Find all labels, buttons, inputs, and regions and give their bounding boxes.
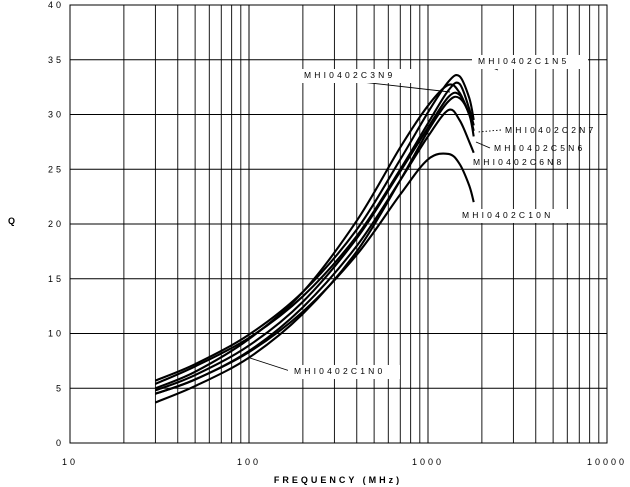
label-leader-line: [249, 357, 291, 372]
y-axis-title: Q: [8, 216, 18, 226]
y-tick-label: 35: [48, 55, 64, 65]
series-labels: MHI0402C1N5 MHI0402C3N9 MHI0402C2N7 MHI0402…: [288, 55, 596, 379]
y-tick-label: 15: [48, 274, 64, 284]
series-label: MHI0402C1N5: [478, 56, 569, 66]
series-line-mhi0402c1n0: [154, 95, 475, 404]
series-line-mhi0402c10n: [155, 152, 475, 395]
series-label: MHI0402C6N8: [473, 157, 564, 167]
label-leader-line: [475, 141, 491, 149]
series-label-background: [288, 365, 400, 379]
series-label-background: [472, 55, 588, 69]
y-tick-label: 10: [48, 329, 64, 339]
series-line-mhi0402c5n6: [155, 91, 475, 392]
series-line-mhi0402c6n8: [155, 108, 475, 395]
x-tick-label: 100: [237, 457, 261, 467]
y-tick-labels: 0 5 10 15 20 25 30 35 40: [48, 0, 64, 448]
x-tick-label: 10: [62, 457, 78, 467]
series-label: MHI0402C10N: [462, 210, 553, 220]
x-tick-labels: 10 100 1000 10000: [62, 457, 627, 467]
series-label-background: [456, 209, 570, 223]
series-line-mhi0402c1n5: [154, 73, 475, 382]
series-label-background: [298, 69, 413, 83]
series-lines: [154, 73, 475, 404]
label-leader-line: [477, 129, 502, 133]
y-tick-label: 30: [48, 110, 64, 120]
x-tick-label: 10000: [587, 457, 627, 467]
y-tick-label: 5: [56, 383, 64, 393]
y-tick-label: 25: [48, 164, 64, 174]
x-tick-label: 1000: [412, 457, 444, 467]
series-line-mhi0402c2n7: [154, 81, 475, 385]
series-label: MHI0402C2N7: [505, 125, 596, 135]
x-axis-title: FREQUENCY (MHz): [274, 475, 402, 485]
series-label: MHI0402C3N9: [304, 70, 395, 80]
y-tick-label: 40: [48, 0, 64, 10]
plot-frame: [69, 4, 608, 444]
y-tick-label: 20: [48, 219, 64, 229]
series-label: MHI0402C5N6: [494, 143, 585, 153]
series-label: MHI0402C1N0: [294, 366, 385, 376]
y-tick-label: 0: [56, 438, 64, 448]
